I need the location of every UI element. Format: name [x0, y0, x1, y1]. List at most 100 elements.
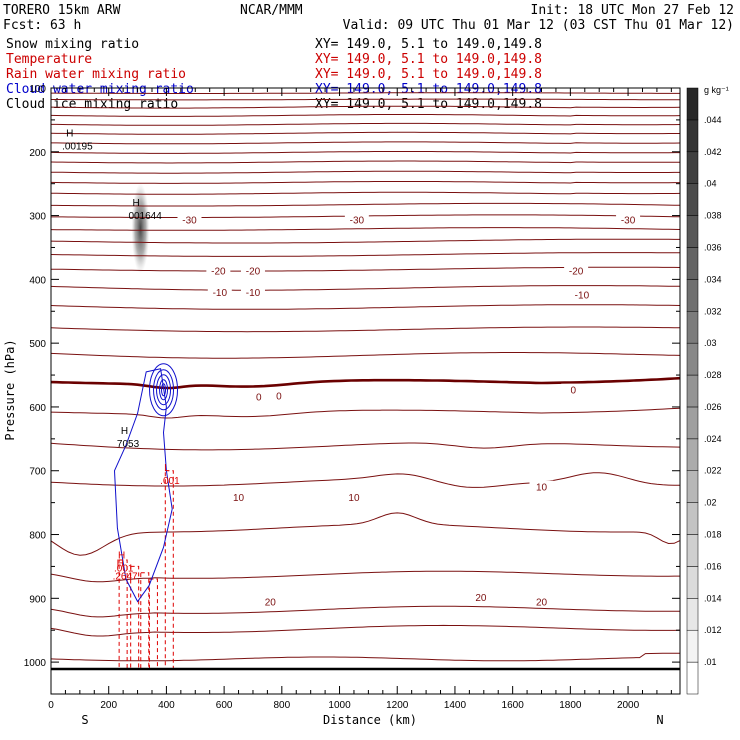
snow-shading-layer: [131, 183, 150, 274]
isotherm: [50, 442, 681, 451]
x-tick-label: 600: [216, 700, 233, 711]
rain-contour: [148, 578, 158, 669]
colorbar-label: .04: [704, 179, 717, 189]
colorbar-label: .028: [704, 370, 722, 380]
colorbar: .01 .012 .014 .016 .018 .02 .022 .024 .026 .028 .0…: [686, 87, 722, 695]
x-tick-label: 1400: [444, 700, 467, 711]
north-label: N: [656, 713, 663, 727]
temperature-label: 20: [475, 593, 487, 604]
cloud-water-contours: [113, 363, 179, 603]
temperature-label-bg: [240, 264, 265, 277]
colorbar-label: .018: [704, 530, 722, 540]
colorbar-segment: [686, 438, 699, 471]
x-tick-label: 0: [48, 700, 54, 711]
colorbar-label: .01: [704, 657, 717, 667]
temperature-label: -10: [575, 291, 590, 302]
temperature-label: -20: [569, 266, 584, 277]
temperature-label-bg: [226, 490, 251, 503]
temperature-label-bg: [561, 383, 586, 396]
extremum-marker: H: [66, 128, 73, 139]
x-axis-label: Distance (km): [323, 713, 417, 727]
colorbar-segment: [686, 247, 699, 280]
isotherm: [50, 352, 681, 359]
field-xy-range: XY= 149.0, 5.1 to 149.0,149.8: [315, 82, 542, 97]
colorbar-label: .014: [704, 593, 722, 603]
temperature-label-bg: [246, 390, 271, 403]
field-xy-range: XY= 149.0, 5.1 to 149.0,149.8: [315, 97, 542, 112]
isotherm: [50, 114, 681, 117]
temperature-label: -10: [246, 288, 261, 299]
temperature-label: -30: [182, 215, 197, 226]
isotherm: [51, 122, 681, 126]
isotherm: [51, 202, 681, 207]
valid-time: Valid: 09 UTC Thu 01 Mar 12 (03 CST Thu …: [343, 18, 734, 33]
colorbar-segment: [686, 311, 699, 344]
field-name: Snow mixing ratio: [6, 37, 139, 52]
isotherm: [50, 472, 680, 488]
temperature-label: 0: [276, 391, 282, 402]
temperature-label: 0: [256, 393, 262, 404]
cloud-water-contour: [159, 379, 169, 401]
colorbar-segment: [686, 406, 699, 440]
temperature-label-bg: [266, 389, 291, 402]
isotherm: [50, 512, 681, 556]
temperature-label-bg: [207, 286, 232, 299]
temperature-label-bg: [564, 264, 589, 277]
colorbar-label: .022: [704, 466, 722, 476]
x-tick-label: 800: [273, 700, 290, 711]
extremum-value: .2647: [113, 571, 138, 582]
isotherm: [50, 151, 680, 154]
temperature-label-bg: [616, 213, 641, 226]
isotherm: [51, 141, 681, 145]
isotherm: [50, 652, 680, 662]
extremum-value: .001: [160, 476, 180, 487]
temperature-label: 10: [233, 493, 245, 504]
colorbar-label: .024: [704, 434, 722, 444]
isotherm: [50, 181, 680, 184]
colorbar-label: .034: [704, 274, 722, 284]
x-tick-label: 200: [100, 700, 117, 711]
plot-frame: [50, 87, 681, 695]
y-tick-label: 600: [29, 403, 46, 414]
extremum-value: .00195: [62, 141, 93, 152]
isotherm: [51, 191, 681, 195]
extremum-value: 7053: [117, 439, 140, 450]
temperature-label-bg: [468, 591, 493, 604]
isotherm: [50, 238, 680, 244]
x-tick-label: 1200: [386, 700, 409, 711]
temperature-label-bg: [240, 286, 265, 299]
temperature-label-bg: [206, 264, 231, 277]
colorbar-label: .038: [704, 211, 722, 221]
colorbar-segment: [686, 374, 699, 408]
isotherm: [50, 160, 680, 164]
field-name: Temperature: [6, 52, 92, 67]
x-axis: 0 200 400 600 800 1000 1200 1400 1600 1800 2000: [48, 88, 672, 711]
colorbar-segment: [686, 342, 699, 376]
y-tick-label: 800: [29, 531, 46, 542]
isotherm: [50, 605, 680, 618]
colorbar-segment: [686, 151, 699, 184]
colorbar-label: .032: [704, 306, 722, 316]
y-tick-label: 200: [29, 148, 46, 159]
field-legend: Snow mixing ratio XY= 149.0, 5.1 to 149.0…: [6, 37, 542, 112]
y-tick-label: 400: [29, 275, 46, 286]
isotherm: [50, 304, 681, 310]
isotherm: [50, 407, 681, 419]
model-title: TORERO 15km ARW: [3, 3, 121, 18]
cloud-water-contour: [161, 383, 167, 397]
colorbar-segment: [686, 629, 699, 663]
temperature-label: 20: [536, 598, 548, 609]
temperature-label: -20: [246, 266, 261, 277]
temperature-label: -10: [213, 288, 228, 299]
field-xy-range: XY= 149.0, 5.1 to 149.0,149.8: [315, 37, 542, 52]
x-tick-label: 1000: [328, 700, 351, 711]
temperature-labels: -30 -30 -30 -20 -20 -20 -10 -10 -10 0 0 0 10 10 10 20 20…: [177, 213, 641, 609]
extremum-value: .001: [114, 564, 134, 575]
x-tick-label: 1800: [559, 700, 582, 711]
y-tick-label: 300: [29, 212, 46, 223]
extremum-marker: L: [164, 463, 170, 474]
extremum-marker: H: [117, 558, 124, 569]
colorbar-segment: [686, 534, 699, 567]
